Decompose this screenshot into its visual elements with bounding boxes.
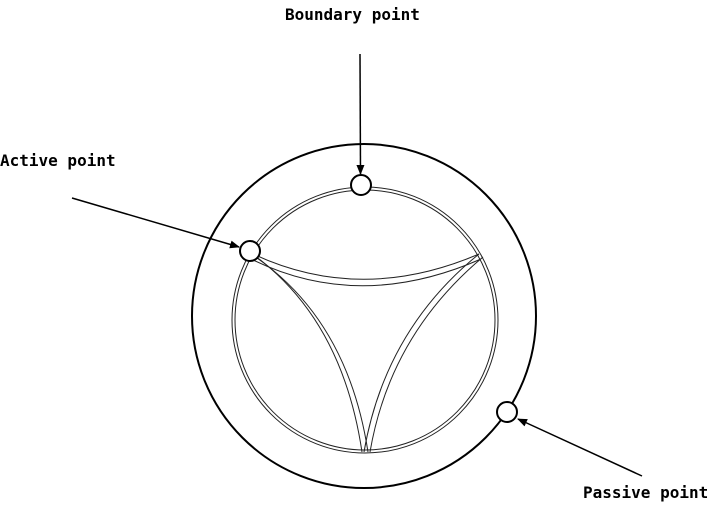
boundary-point-label: Boundary point [285,5,420,24]
boundary-arrow [356,53,365,175]
leaflet-right [363,253,480,453]
valve-leaflets [250,252,484,453]
active-point-marker [239,240,261,262]
active-point-label: Active point [0,151,116,170]
leaflet-top [250,252,480,280]
inner-annulus [231,186,499,454]
boundary-point-marker [350,174,372,196]
active-arrow [71,197,240,249]
passive-arrow [517,418,643,477]
passive-point-marker [496,401,518,423]
passive-point-label: Passive point [583,483,708,502]
leaflet-left [250,252,363,453]
outer-ring [191,143,537,489]
